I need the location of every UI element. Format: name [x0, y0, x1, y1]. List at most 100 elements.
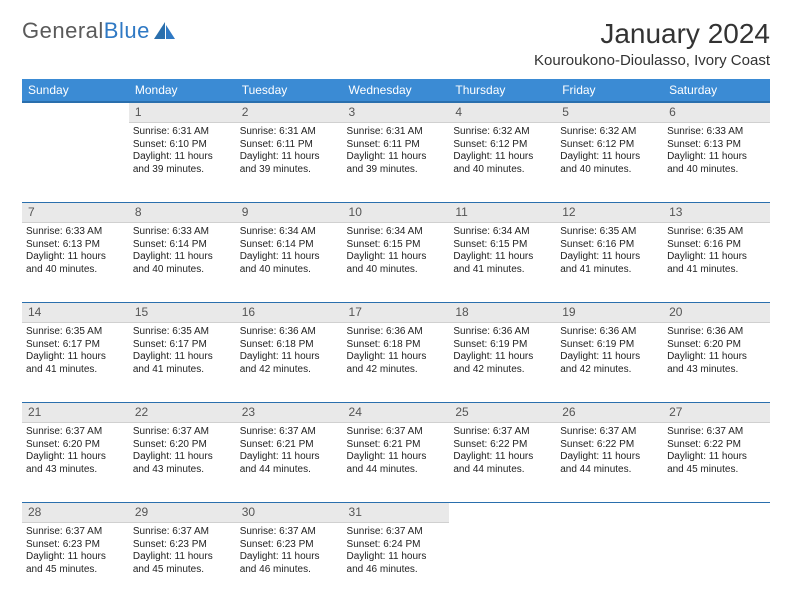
- day-number: 3: [343, 102, 450, 123]
- sunset-text: Sunset: 6:24 PM: [347, 539, 446, 552]
- daynum-row: 78910111213: [22, 203, 770, 223]
- sunrise-text: Sunrise: 6:37 AM: [133, 426, 232, 439]
- weekday-header: Monday: [129, 79, 236, 102]
- day-cell: Sunrise: 6:37 AMSunset: 6:21 PMDaylight:…: [343, 423, 450, 503]
- sail-icon: [154, 22, 176, 40]
- sunset-text: Sunset: 6:20 PM: [667, 339, 766, 352]
- daylight-text: Daylight: 11 hours and 44 minutes.: [453, 451, 552, 476]
- day-cell: Sunrise: 6:37 AMSunset: 6:22 PMDaylight:…: [663, 423, 770, 503]
- day-cell: Sunrise: 6:31 AMSunset: 6:11 PMDaylight:…: [343, 123, 450, 203]
- daynum-row: 28293031: [22, 503, 770, 523]
- day-cell: Sunrise: 6:36 AMSunset: 6:18 PMDaylight:…: [236, 323, 343, 403]
- sunset-text: Sunset: 6:11 PM: [240, 139, 339, 152]
- sunrise-text: Sunrise: 6:37 AM: [347, 426, 446, 439]
- sunrise-text: Sunrise: 6:37 AM: [667, 426, 766, 439]
- day-number: 28: [22, 503, 129, 523]
- day-cell: Sunrise: 6:35 AMSunset: 6:16 PMDaylight:…: [556, 223, 663, 303]
- info-row: Sunrise: 6:35 AMSunset: 6:17 PMDaylight:…: [22, 323, 770, 403]
- daynum-row: 21222324252627: [22, 403, 770, 423]
- day-cell: [449, 523, 556, 603]
- daylight-text: Daylight: 11 hours and 41 minutes.: [453, 251, 552, 276]
- day-number: 25: [449, 403, 556, 423]
- sunset-text: Sunset: 6:23 PM: [133, 539, 232, 552]
- sunset-text: Sunset: 6:23 PM: [26, 539, 125, 552]
- day-cell: Sunrise: 6:36 AMSunset: 6:20 PMDaylight:…: [663, 323, 770, 403]
- day-number: [449, 503, 556, 523]
- day-cell: Sunrise: 6:35 AMSunset: 6:16 PMDaylight:…: [663, 223, 770, 303]
- day-number: 15: [129, 303, 236, 323]
- logo-word1: General: [22, 18, 104, 43]
- sunrise-text: Sunrise: 6:34 AM: [347, 226, 446, 239]
- weekday-header: Saturday: [663, 79, 770, 102]
- logo: GeneralBlue: [22, 18, 176, 44]
- day-number: 24: [343, 403, 450, 423]
- day-number: 10: [343, 203, 450, 223]
- day-cell: [663, 523, 770, 603]
- day-number: 22: [129, 403, 236, 423]
- daylight-text: Daylight: 11 hours and 41 minutes.: [667, 251, 766, 276]
- day-cell: Sunrise: 6:37 AMSunset: 6:23 PMDaylight:…: [236, 523, 343, 603]
- day-number: 7: [22, 203, 129, 223]
- day-cell: Sunrise: 6:36 AMSunset: 6:19 PMDaylight:…: [449, 323, 556, 403]
- day-number: 27: [663, 403, 770, 423]
- sunrise-text: Sunrise: 6:34 AM: [453, 226, 552, 239]
- daylight-text: Daylight: 11 hours and 43 minutes.: [26, 451, 125, 476]
- day-number: 11: [449, 203, 556, 223]
- sunrise-text: Sunrise: 6:36 AM: [667, 326, 766, 339]
- daylight-text: Daylight: 11 hours and 45 minutes.: [133, 551, 232, 576]
- daynum-row: 123456: [22, 102, 770, 123]
- sunset-text: Sunset: 6:18 PM: [240, 339, 339, 352]
- sunset-text: Sunset: 6:19 PM: [560, 339, 659, 352]
- day-number: 8: [129, 203, 236, 223]
- sunrise-text: Sunrise: 6:31 AM: [240, 126, 339, 139]
- info-row: Sunrise: 6:33 AMSunset: 6:13 PMDaylight:…: [22, 223, 770, 303]
- sunrise-text: Sunrise: 6:31 AM: [347, 126, 446, 139]
- day-number: 29: [129, 503, 236, 523]
- day-number: 13: [663, 203, 770, 223]
- sunrise-text: Sunrise: 6:32 AM: [453, 126, 552, 139]
- day-cell: Sunrise: 6:37 AMSunset: 6:20 PMDaylight:…: [22, 423, 129, 503]
- daylight-text: Daylight: 11 hours and 39 minutes.: [133, 151, 232, 176]
- day-cell: Sunrise: 6:35 AMSunset: 6:17 PMDaylight:…: [22, 323, 129, 403]
- day-cell: [22, 123, 129, 203]
- day-number: [663, 503, 770, 523]
- day-cell: Sunrise: 6:36 AMSunset: 6:18 PMDaylight:…: [343, 323, 450, 403]
- info-row: Sunrise: 6:37 AMSunset: 6:23 PMDaylight:…: [22, 523, 770, 603]
- info-row: Sunrise: 6:37 AMSunset: 6:20 PMDaylight:…: [22, 423, 770, 503]
- day-number: 16: [236, 303, 343, 323]
- day-number: 30: [236, 503, 343, 523]
- day-number: 19: [556, 303, 663, 323]
- weekday-header: Sunday: [22, 79, 129, 102]
- day-number: 18: [449, 303, 556, 323]
- day-number: 31: [343, 503, 450, 523]
- sunrise-text: Sunrise: 6:35 AM: [133, 326, 232, 339]
- daylight-text: Daylight: 11 hours and 46 minutes.: [347, 551, 446, 576]
- day-cell: Sunrise: 6:36 AMSunset: 6:19 PMDaylight:…: [556, 323, 663, 403]
- daylight-text: Daylight: 11 hours and 39 minutes.: [240, 151, 339, 176]
- day-cell: Sunrise: 6:37 AMSunset: 6:23 PMDaylight:…: [22, 523, 129, 603]
- sunset-text: Sunset: 6:21 PM: [347, 439, 446, 452]
- day-number: 12: [556, 203, 663, 223]
- day-cell: Sunrise: 6:34 AMSunset: 6:15 PMDaylight:…: [449, 223, 556, 303]
- sunrise-text: Sunrise: 6:37 AM: [26, 426, 125, 439]
- weekday-header: Friday: [556, 79, 663, 102]
- sunrise-text: Sunrise: 6:33 AM: [133, 226, 232, 239]
- sunrise-text: Sunrise: 6:37 AM: [240, 426, 339, 439]
- daylight-text: Daylight: 11 hours and 39 minutes.: [347, 151, 446, 176]
- sunset-text: Sunset: 6:15 PM: [347, 239, 446, 252]
- sunrise-text: Sunrise: 6:35 AM: [667, 226, 766, 239]
- day-cell: Sunrise: 6:37 AMSunset: 6:22 PMDaylight:…: [449, 423, 556, 503]
- sunset-text: Sunset: 6:13 PM: [667, 139, 766, 152]
- sunrise-text: Sunrise: 6:35 AM: [26, 326, 125, 339]
- sunset-text: Sunset: 6:17 PM: [133, 339, 232, 352]
- sunrise-text: Sunrise: 6:37 AM: [26, 526, 125, 539]
- day-cell: Sunrise: 6:37 AMSunset: 6:21 PMDaylight:…: [236, 423, 343, 503]
- daylight-text: Daylight: 11 hours and 40 minutes.: [347, 251, 446, 276]
- day-cell: Sunrise: 6:34 AMSunset: 6:14 PMDaylight:…: [236, 223, 343, 303]
- weekday-header: Wednesday: [343, 79, 450, 102]
- day-cell: Sunrise: 6:35 AMSunset: 6:17 PMDaylight:…: [129, 323, 236, 403]
- sunrise-text: Sunrise: 6:36 AM: [453, 326, 552, 339]
- daylight-text: Daylight: 11 hours and 44 minutes.: [347, 451, 446, 476]
- weekday-header-row: SundayMondayTuesdayWednesdayThursdayFrid…: [22, 79, 770, 102]
- day-cell: Sunrise: 6:37 AMSunset: 6:23 PMDaylight:…: [129, 523, 236, 603]
